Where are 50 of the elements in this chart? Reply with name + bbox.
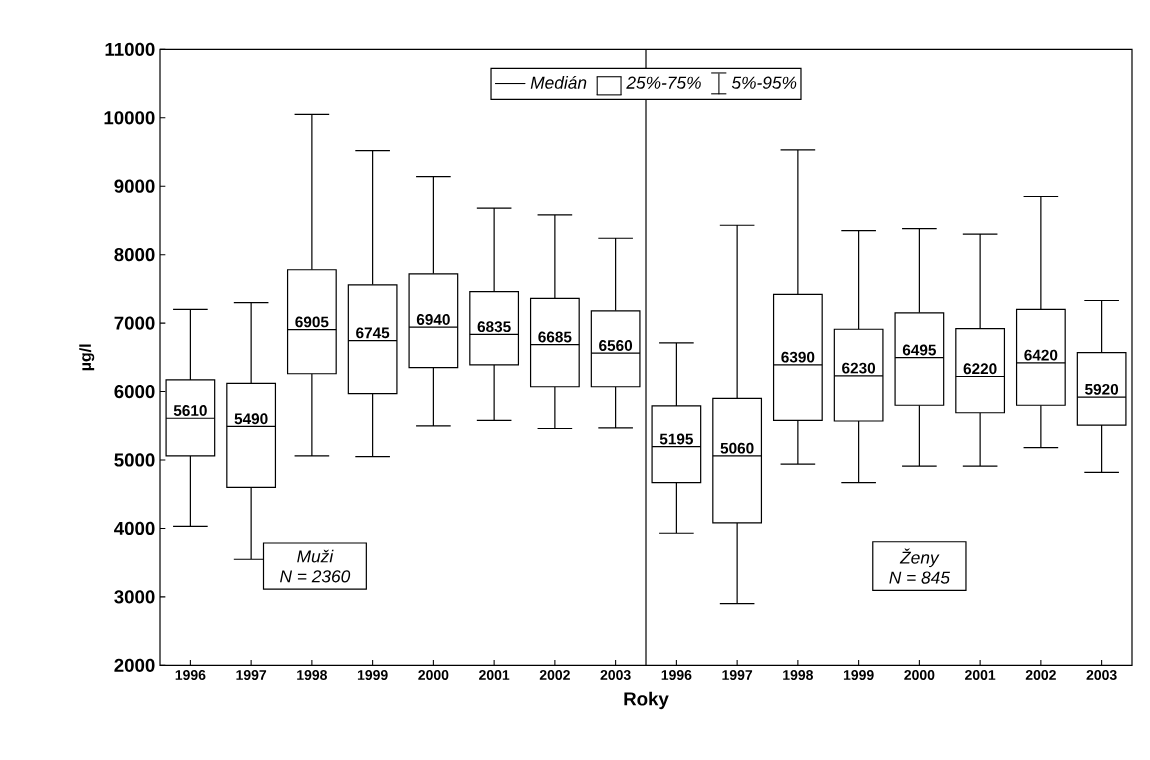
x-tick-label: 1997 [236,670,267,680]
x-tick-label: 1996 [175,670,206,680]
y-tick-label: 10000 [104,111,155,125]
text: 6230 [842,362,876,374]
annotation: Medián [530,75,587,89]
y-tick-label: 3000 [114,590,155,604]
text: 5610 [173,405,207,416]
annotation: 25%-75% [626,76,701,89]
x-tick-label: 2001 [965,670,996,680]
x-tick-label: 1998 [783,670,813,680]
x-tick-label: 2000 [904,670,935,680]
x-tick-label: 1999 [843,670,874,680]
x-tick-label: 1998 [297,670,327,680]
text: 6685 [538,331,572,343]
x-tick-label: 2002 [1025,670,1056,680]
x-tick-label: 1997 [722,670,753,680]
text: 6420 [1024,349,1058,361]
y-tick-label: 11000 [105,42,155,56]
x-tick-label: 1996 [661,670,692,680]
text: 6495 [902,344,936,356]
text: 5920 [1085,383,1119,395]
x-tick-label: 2002 [539,670,570,680]
annotation: Muži [297,549,334,563]
text: 6220 [963,363,997,375]
y-tick-label: 4000 [114,521,155,536]
x-tick-label: 2001 [479,670,510,680]
x-tick-label: 2003 [1086,670,1117,680]
annotation: N = 2360 [280,570,351,583]
x-axis-title: Roky [624,691,669,710]
y-tick-label: 8000 [114,248,155,262]
y-tick-label: 7000 [114,316,155,330]
text: 6745 [356,327,390,339]
text: 6560 [599,340,633,351]
x-tick-label: 2003 [600,670,631,680]
text: 6390 [781,351,815,363]
text: 5195 [659,433,693,445]
annotation: 5%-95% [731,76,797,89]
annotation: Ženy [899,548,940,568]
y-tick-label: 5000 [114,453,155,467]
text: 6835 [477,321,511,333]
x-tick-label: 2000 [418,670,449,680]
y-tick-label: 6000 [114,384,155,399]
annotation: N = 845 [889,571,950,584]
text: 5490 [234,413,268,425]
y-axis-title: µg/l [79,344,95,371]
y-tick-label: 9000 [114,179,155,193]
text: 6940 [416,314,450,325]
text: 6905 [295,316,329,328]
text: 5060 [720,442,754,454]
x-tick-label: 1999 [357,670,388,680]
